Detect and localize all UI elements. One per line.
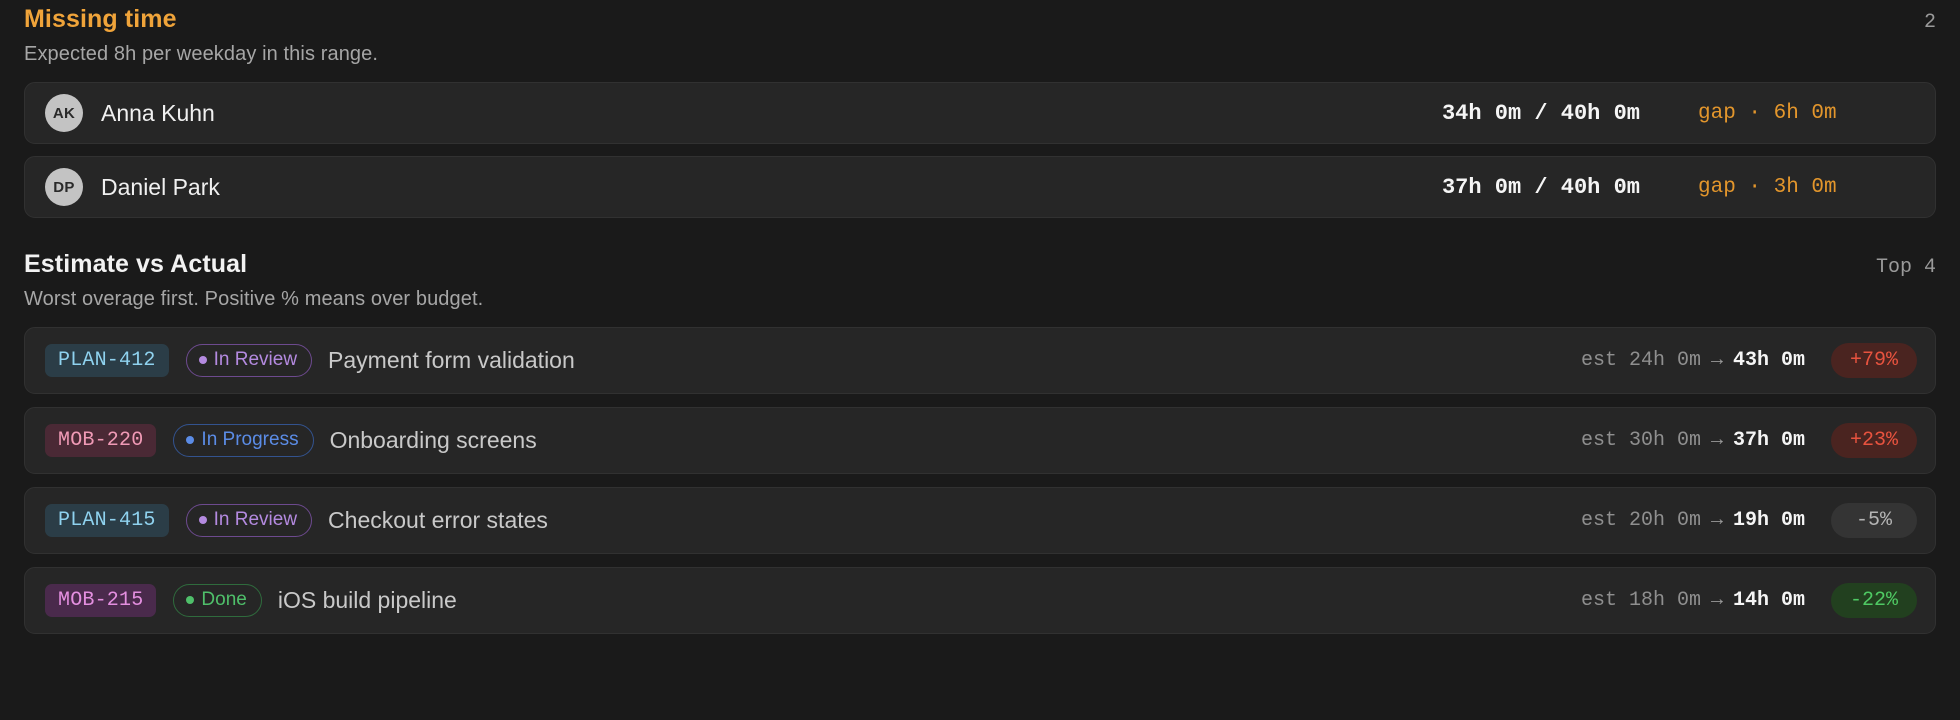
status-label: In Review: [213, 509, 298, 530]
avatar: DP: [45, 168, 83, 206]
ticket-badge[interactable]: PLAN-412: [45, 344, 169, 377]
status-dot-icon: [186, 596, 195, 604]
status-label: In Progress: [201, 429, 299, 450]
task-row[interactable]: PLAN-415 In Review Checkout error states es…: [24, 487, 1936, 554]
member-gap: gap · 6h 0m: [1698, 101, 1837, 125]
missing-time-header: Missing time 2: [24, 5, 1936, 34]
actual-value: 14h 0m: [1732, 589, 1805, 612]
status-pill[interactable]: In Progress: [173, 424, 314, 457]
ticket-badge[interactable]: MOB-215: [45, 584, 157, 617]
status-pill[interactable]: In Review: [185, 344, 313, 377]
status-pill[interactable]: Done: [173, 584, 262, 617]
member-hours: 34h 0m / 40h 0m: [1441, 100, 1640, 126]
actual-value: 37h 0m: [1732, 429, 1805, 452]
actual-value: 19h 0m: [1732, 509, 1805, 532]
status-label: Done: [201, 589, 247, 610]
member-row[interactable]: DP Daniel Park 37h 0m / 40h 0m gap · 3h 0m: [24, 156, 1936, 218]
estimate-label: est: [1580, 589, 1629, 612]
delta-badge: -22%: [1831, 583, 1917, 618]
estimate-vs-actual-section: Estimate vs Actual Top 4 Worst overage f…: [24, 250, 1936, 634]
member-name: Daniel Park: [101, 173, 220, 200]
arrow-right-icon: →: [1710, 589, 1723, 612]
task-row[interactable]: MOB-220 In Progress Onboarding screens est …: [24, 407, 1936, 474]
estimate-subtitle: Worst overage first. Positive % means ov…: [24, 288, 484, 310]
estimate-label: est: [1580, 509, 1629, 532]
actual-value: 43h 0m: [1732, 349, 1805, 372]
estimate-title: Estimate vs Actual: [24, 250, 248, 278]
estimate-value: 24h 0m: [1628, 349, 1701, 372]
estimate-label: est: [1580, 349, 1629, 372]
arrow-right-icon: →: [1710, 509, 1723, 532]
task-title: Payment form validation: [328, 347, 575, 373]
task-metrics: est 30h 0m → 37h 0m: [1581, 429, 1805, 452]
member-hours: 37h 0m / 40h 0m: [1441, 174, 1640, 200]
member-row[interactable]: AK Anna Kuhn 34h 0m / 40h 0m gap · 6h 0m: [24, 82, 1936, 144]
task-row[interactable]: MOB-215 Done iOS build pipeline est 18h 0m →…: [24, 567, 1936, 634]
estimate-value: 30h 0m: [1628, 429, 1701, 452]
member-gap: gap · 3h 0m: [1698, 175, 1837, 199]
status-pill[interactable]: In Review: [185, 504, 313, 537]
task-title: Checkout error states: [328, 507, 548, 533]
missing-time-count: 2: [1923, 11, 1936, 34]
missing-time-section: Missing time 2 Expected 8h per weekday i…: [24, 0, 1936, 218]
member-list: AK Anna Kuhn 34h 0m / 40h 0m gap · 6h 0m DP D…: [24, 82, 1936, 218]
task-title: Onboarding screens: [329, 427, 537, 453]
missing-time-title: Missing time: [24, 5, 177, 33]
task-metrics: est 20h 0m → 19h 0m: [1581, 509, 1805, 532]
task-metrics: est 18h 0m → 14h 0m: [1581, 589, 1805, 612]
estimate-label: est: [1580, 429, 1629, 452]
arrow-right-icon: →: [1710, 349, 1723, 372]
task-title: iOS build pipeline: [277, 587, 457, 613]
task-list: PLAN-412 In Review Payment form validation…: [24, 327, 1936, 634]
task-row[interactable]: PLAN-412 In Review Payment form validation…: [24, 327, 1936, 394]
status-dot-icon: [198, 516, 207, 524]
delta-badge: +79%: [1831, 343, 1917, 378]
ticket-badge[interactable]: PLAN-415: [45, 504, 169, 537]
missing-time-subtitle: Expected 8h per weekday in this range.: [24, 43, 379, 65]
delta-badge: -5%: [1831, 503, 1917, 538]
arrow-right-icon: →: [1710, 429, 1723, 452]
ticket-badge[interactable]: MOB-220: [45, 424, 157, 457]
task-metrics: est 24h 0m → 43h 0m: [1581, 349, 1805, 372]
status-dot-icon: [198, 356, 207, 364]
estimate-value: 20h 0m: [1628, 509, 1701, 532]
delta-badge: +23%: [1831, 423, 1917, 458]
avatar: AK: [45, 94, 83, 132]
estimate-value: 18h 0m: [1628, 589, 1701, 612]
status-dot-icon: [186, 436, 195, 444]
status-label: In Review: [213, 349, 298, 370]
estimate-top-count: Top 4: [1875, 256, 1936, 279]
member-name: Anna Kuhn: [101, 99, 215, 126]
estimate-header: Estimate vs Actual Top 4: [24, 250, 1936, 279]
